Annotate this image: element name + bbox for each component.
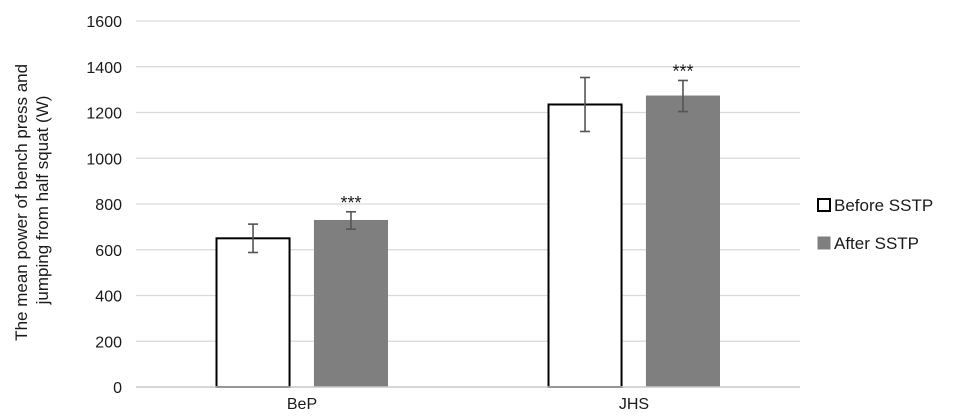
legend-label-series-2: After SSTP (834, 234, 919, 253)
legend-swatch-series-1 (817, 198, 831, 212)
legend: Before SSTP After SSTP (817, 196, 933, 253)
bar-jhs-series-2 (645, 95, 720, 388)
y-tick-label: 1400 (86, 60, 122, 77)
y-tick-label: 800 (95, 197, 122, 214)
y-axis-title: The mean power of bench press and jumpin… (12, 59, 52, 341)
significance-marker: *** (672, 61, 693, 81)
y-tick-label: 0 (113, 380, 122, 397)
x-tick-label: JHS (619, 396, 649, 413)
significance-marker: *** (340, 193, 361, 213)
bar-jhs-series-1 (547, 103, 623, 389)
y-tick-label: 600 (95, 243, 122, 260)
y-tick-label: 400 (95, 289, 122, 306)
y-tick-label: 1600 (86, 14, 122, 31)
y-axis-title-line-1: The mean power of bench press and (12, 64, 31, 341)
x-tick-label: BeP (287, 396, 317, 413)
y-tick-label: 1200 (86, 106, 122, 123)
legend-label-series-1: Before SSTP (834, 196, 933, 215)
y-axis-ticks: 0 200 400 600 800 1000 1200 1400 1600 (86, 14, 122, 397)
bar-bep-series-1 (215, 237, 291, 388)
bar-bep-series-2 (313, 219, 388, 388)
legend-swatch-series-2 (817, 236, 831, 250)
x-axis-ticks: BeP JHS (287, 396, 649, 413)
bars: *** *** (215, 61, 720, 389)
y-tick-label: 1000 (86, 151, 122, 168)
y-tick-label: 200 (95, 334, 122, 351)
y-axis-title-line-2: jumping from half squat (W) (33, 96, 52, 306)
